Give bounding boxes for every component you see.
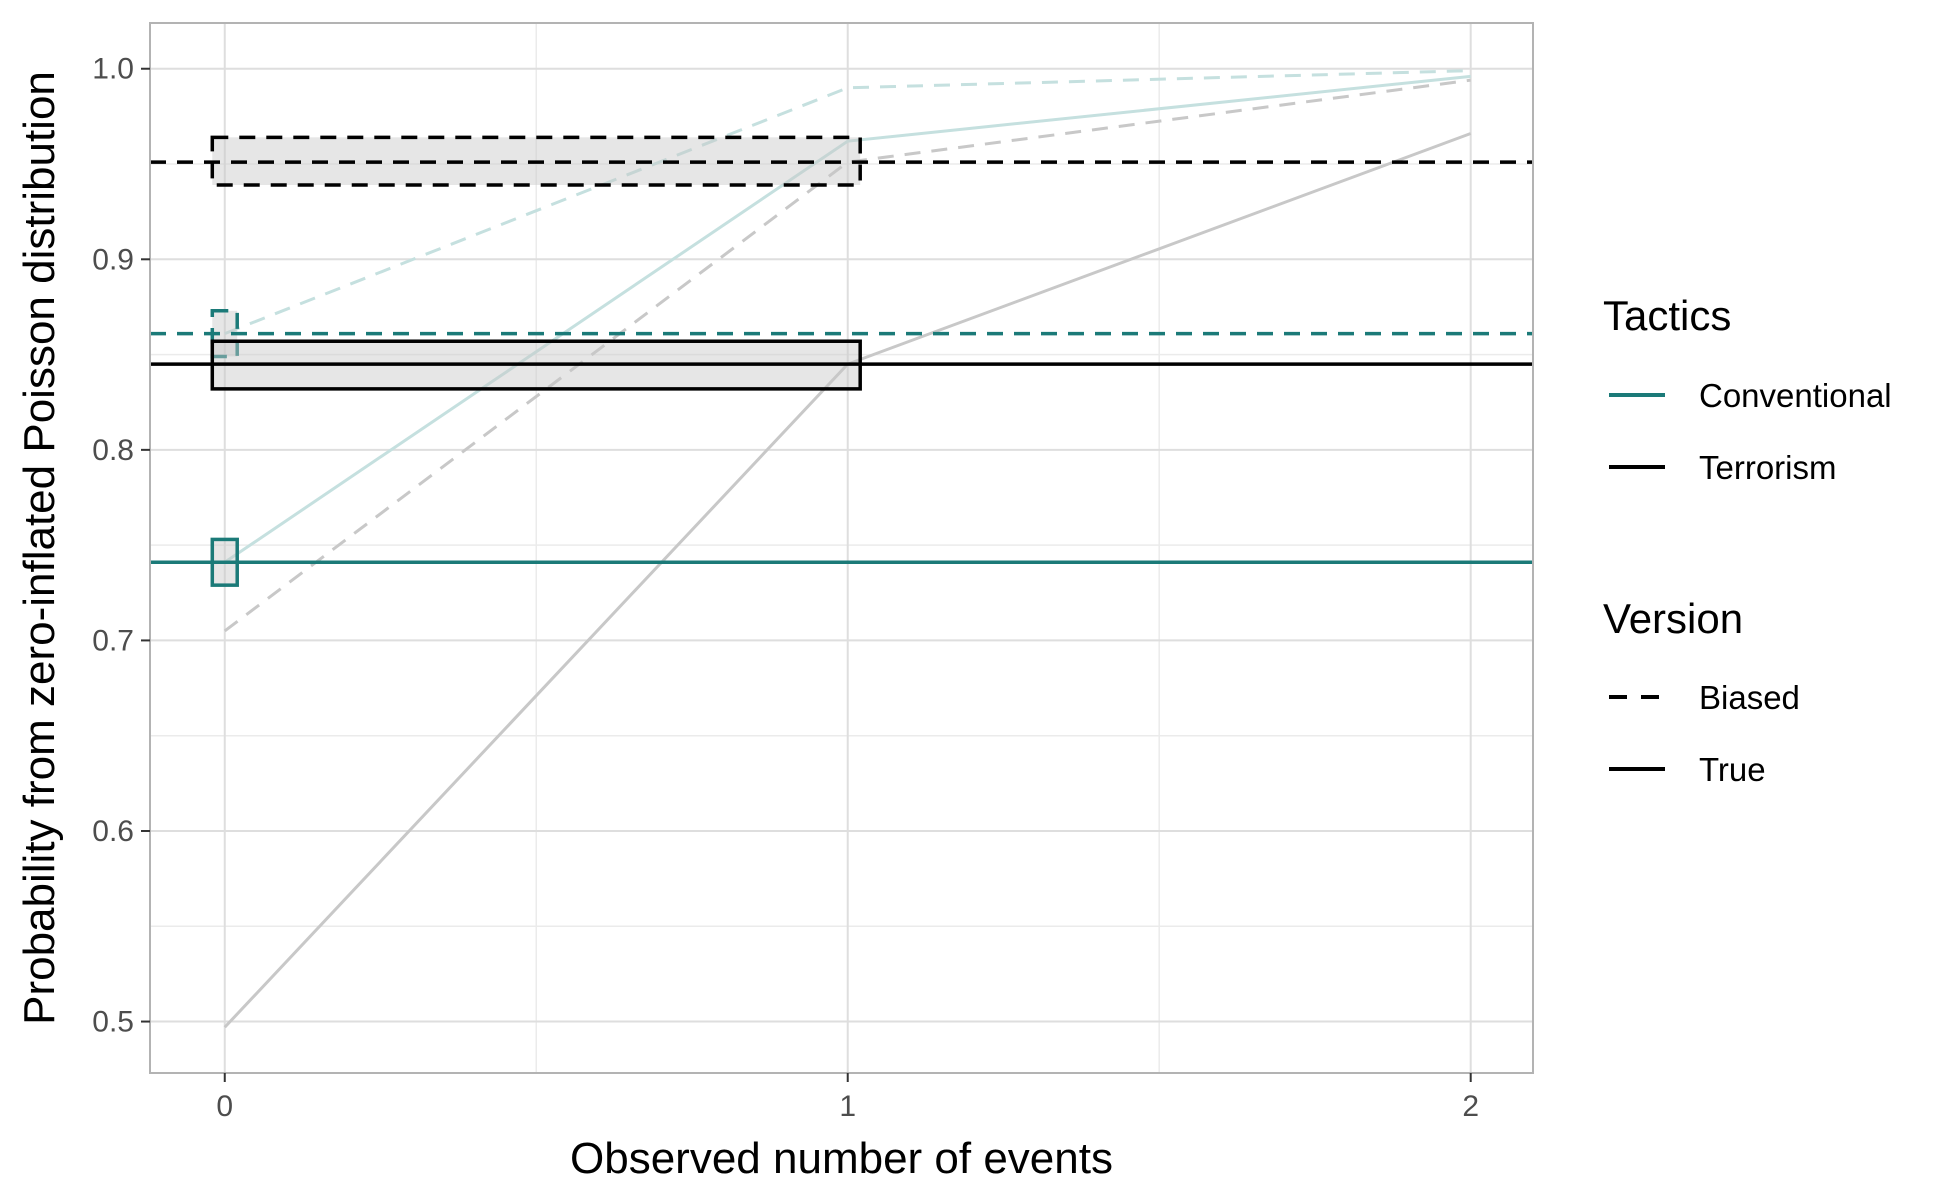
legend-label-biased: Biased: [1699, 679, 1800, 716]
x-tick-label: 1: [839, 1090, 856, 1123]
legend-title: Version: [1603, 595, 1743, 642]
legend: Tactics Conventional Terrorism Version Biase…: [1603, 292, 1892, 788]
legend-label-conventional: Conventional: [1699, 377, 1892, 414]
x-tick-label: 0: [216, 1090, 233, 1123]
legend-version: Version Biased True: [1603, 595, 1800, 788]
y-tick-label: 0.9: [92, 243, 134, 276]
plot-panel: [150, 23, 1533, 1073]
reference-lines-layer: [150, 160, 1533, 565]
y-tick-label: 0.7: [92, 624, 134, 657]
legend-tactics: Tactics Conventional Terrorism: [1603, 292, 1892, 486]
plot-panel-border: [149, 22, 1534, 1074]
cdf-line-conventional-biased: [224, 69, 1471, 336]
y-tick-label: 1.0: [92, 53, 134, 86]
y-tick-label: 0.6: [92, 815, 134, 848]
x-tick-label: 2: [1462, 1090, 1479, 1123]
cdf-line-terrorism-biased: [223, 78, 1471, 633]
x-axis-title: Observed number of events: [570, 1134, 1113, 1183]
x-axis-ticks: 0 1 2: [216, 1073, 1479, 1123]
legend-label-terrorism: Terrorism: [1699, 449, 1837, 486]
y-axis-title: Probability from zero-inflated Poisson d…: [15, 71, 64, 1025]
legend-title: Tactics: [1603, 292, 1731, 339]
major-gridlines: [150, 23, 1533, 1073]
minor-gridlines: [150, 23, 1533, 1073]
legend-label-true: True: [1699, 751, 1766, 788]
y-tick-label: 0.8: [92, 434, 134, 467]
cdf-line-conventional-true: [223, 74, 1471, 564]
y-tick-label: 0.5: [92, 1006, 134, 1039]
y-axis-ticks: 0.5 0.6 0.7 0.8 0.9 1.0: [92, 53, 150, 1039]
